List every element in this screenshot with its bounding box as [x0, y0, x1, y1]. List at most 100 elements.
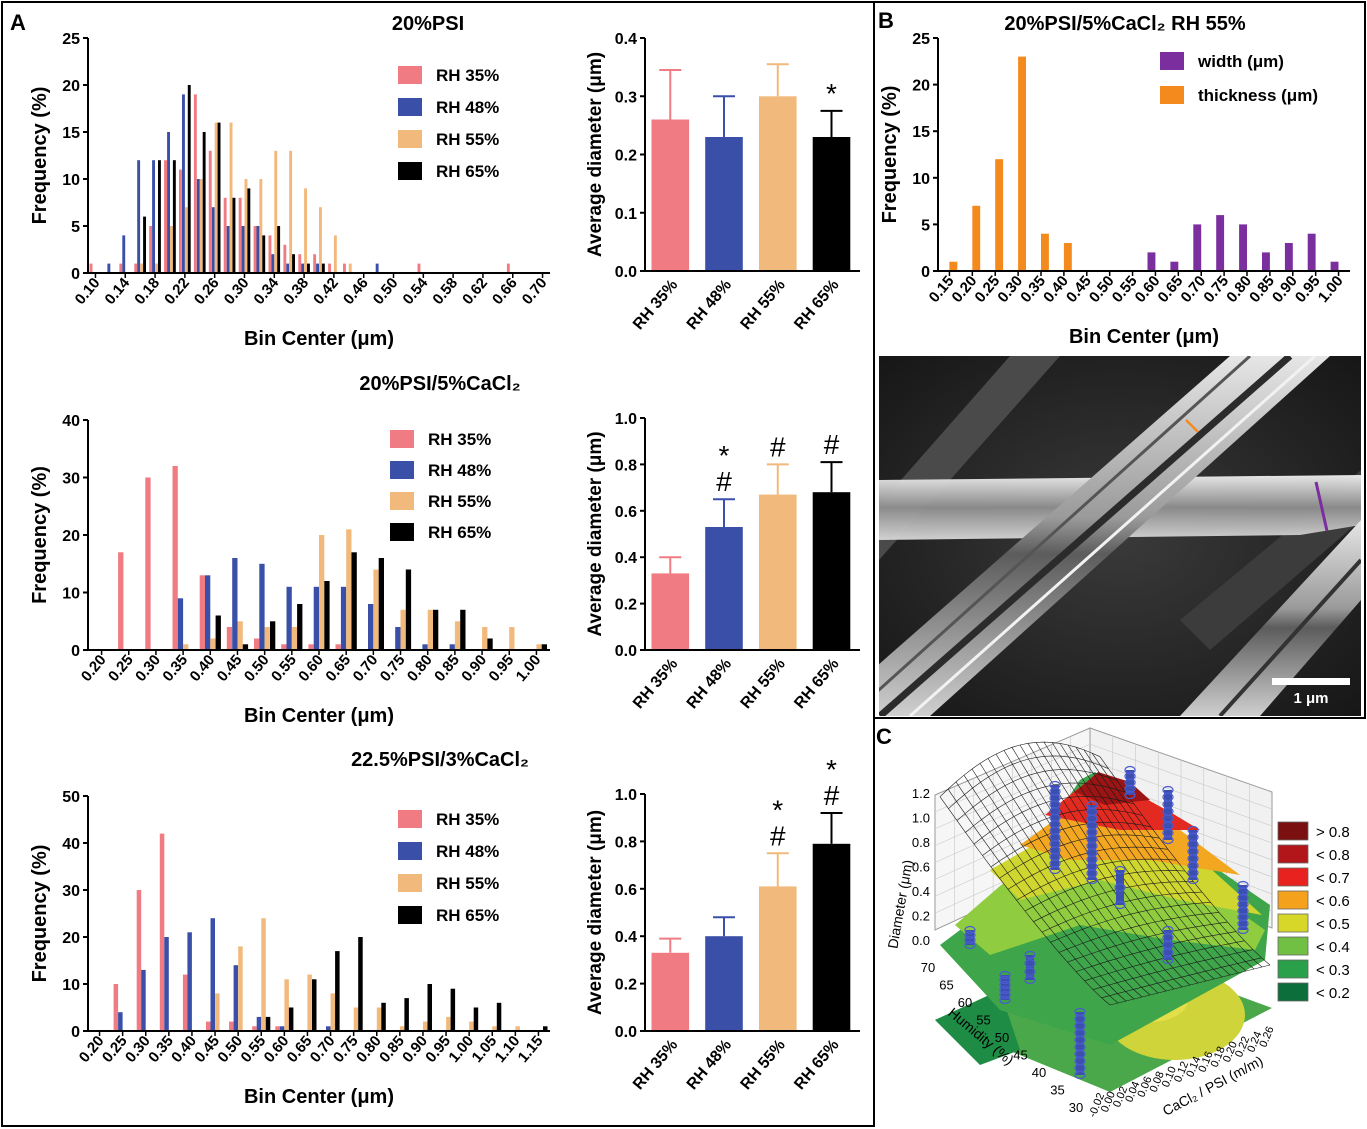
- z-tick-label: 1.2: [912, 786, 930, 801]
- hist-bar: [232, 558, 238, 650]
- thickness-measure-mark: [1185, 419, 1199, 433]
- hist-bar: [254, 638, 260, 650]
- mesh-line: [1075, 931, 1237, 972]
- humidity-tick-label: 65: [939, 978, 953, 993]
- bar-category-label: RH 55%: [738, 1037, 789, 1094]
- x-tick-label: 0.30: [221, 275, 253, 308]
- y-tick-label: 15: [62, 125, 80, 142]
- hist-bar: [541, 644, 547, 651]
- hist-bar: [1041, 233, 1049, 271]
- hist-bar: [137, 160, 141, 273]
- legend-label: < 0.7: [1316, 870, 1350, 887]
- z-tick-label: 0.8: [912, 835, 930, 850]
- chart-title: 20%PSI/5%CaCl₂ RH 55%: [1004, 13, 1245, 35]
- legend-label: RH 48%: [428, 461, 491, 480]
- hist-bar: [307, 263, 310, 273]
- width-measure-mark: [1314, 481, 1329, 532]
- significance-mark: *: [772, 794, 783, 825]
- x-tick-label: 0.46: [340, 275, 372, 308]
- y-tick-label: 10: [62, 172, 80, 189]
- x-tick-label: 0.90: [458, 652, 490, 685]
- humidity-tick-label: 30: [1069, 1100, 1083, 1115]
- mesh-line: [1075, 747, 1247, 972]
- hist-bar: [277, 226, 281, 273]
- bar-category-label: RH 65%: [791, 656, 842, 713]
- x-tick-label: 0.75: [377, 652, 409, 685]
- hist-bar: [182, 94, 185, 274]
- y-tick-label: 40: [62, 413, 80, 430]
- data-point-column: [1164, 930, 1172, 960]
- y-tick-label: 0.8: [615, 457, 637, 474]
- hist-bar: [252, 1026, 257, 1031]
- hist-bar: [172, 466, 178, 650]
- hist-bar: [238, 946, 243, 1031]
- hist-bar: [167, 132, 170, 273]
- hist-bar: [241, 226, 245, 273]
- x-axis-label: Bin Center (μm): [244, 1086, 394, 1108]
- hist-bar: [159, 833, 165, 1031]
- hist-bar: [270, 621, 276, 651]
- hist-bar: [368, 604, 374, 650]
- hist-bar: [158, 160, 161, 273]
- avg-diameter-20psi: RH 35% RH 48% RH 55% * RH 65% 0.0 0.1 0.2 0.3 0.4…: [585, 31, 860, 333]
- legend-label: < 0.5: [1316, 916, 1350, 933]
- hist-bar: [536, 644, 542, 651]
- data-point: [1124, 765, 1136, 775]
- hist-bar: [373, 569, 379, 650]
- avg-bar: [651, 952, 690, 1031]
- hist-bar: [279, 1026, 285, 1031]
- scale-bar: [1272, 678, 1350, 685]
- humidity-tick-label: 35: [1050, 1083, 1064, 1098]
- data-point: [1124, 778, 1136, 787]
- significance-mark: #: [770, 820, 786, 851]
- hist-bar: [152, 160, 155, 273]
- panel-label-a: A: [10, 10, 26, 35]
- hist-bar: [242, 644, 249, 651]
- hist-bar: [232, 197, 236, 273]
- hist-bar: [291, 627, 298, 650]
- bar-category-label: RH 48%: [684, 656, 735, 713]
- mesh-line: [1067, 921, 1228, 963]
- hist-bar: [346, 529, 352, 651]
- legend-label: RH 65%: [428, 523, 491, 542]
- hist-bar: [140, 263, 144, 273]
- hist-bar: [375, 263, 379, 273]
- ratio-tick-label: 0.26: [1257, 1025, 1276, 1049]
- hist-bar: [264, 627, 270, 650]
- legend-swatch: [1277, 982, 1309, 1002]
- y-tick-label: 0: [921, 264, 930, 281]
- avg-bar: [812, 492, 851, 650]
- hist-bar: [261, 918, 266, 1031]
- hist-bar: [972, 205, 981, 271]
- x-tick-label: 0.85: [431, 652, 463, 685]
- avg-bar: [651, 573, 690, 650]
- hist-bar: [1063, 243, 1072, 271]
- legend-swatch: [398, 66, 422, 84]
- mesh-line: [1050, 902, 1211, 943]
- avg-diameter-20psi-5cacl2: RH 35%*#RH 48%#RH 55%#RH 65%0.00.20.40.6…: [585, 411, 860, 712]
- legend-label: < 0.6: [1316, 893, 1350, 910]
- bar-category-label: RH 35%: [630, 656, 681, 713]
- x-axis-label: Bin Center (μm): [244, 705, 394, 727]
- hist-bar: [199, 575, 205, 651]
- data-point: [1124, 772, 1136, 781]
- hist-bar: [496, 1002, 502, 1031]
- hist-bar: [449, 644, 455, 651]
- hist-bar: [343, 263, 346, 273]
- hist-bar: [286, 263, 290, 273]
- hist-bar: [330, 993, 336, 1031]
- legend-label: RH 65%: [436, 906, 499, 925]
- x-tick-label: 0.35: [159, 652, 191, 685]
- x-tick-label: 1.15: [515, 1033, 547, 1066]
- histogram-width-thickness: 05101520250.150.200.250.300.350.400.450.…: [879, 13, 1350, 348]
- y-tick-label: 30: [62, 471, 80, 488]
- z-tick-label: 0.4: [912, 884, 930, 899]
- histogram-20psi: 05101520250.100.140.180.220.260.300.340.…: [29, 13, 551, 350]
- hist-bar: [215, 615, 221, 650]
- hist-bar: [233, 965, 239, 1031]
- hist-bar: [348, 263, 352, 273]
- hist-bar: [196, 179, 200, 273]
- avg-bar: [759, 96, 797, 271]
- y-tick-label: 10: [62, 977, 80, 994]
- hist-bar: [395, 627, 401, 650]
